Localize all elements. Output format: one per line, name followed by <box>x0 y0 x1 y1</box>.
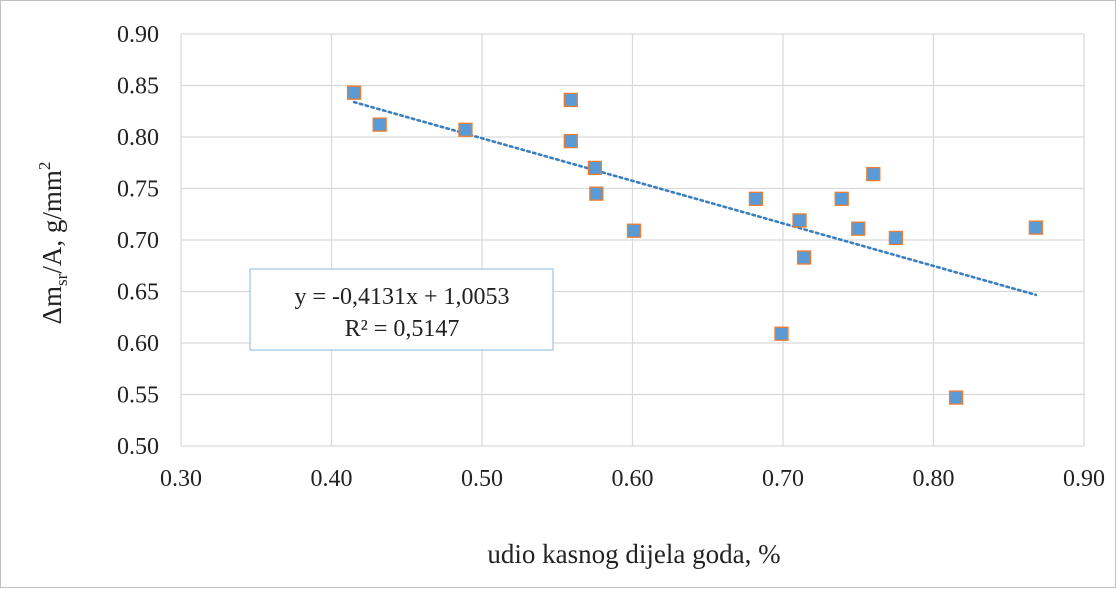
data-point <box>626 223 642 238</box>
data-point <box>563 92 578 108</box>
trendline-r-squared: R² = 0,5147 <box>345 316 460 342</box>
y-tick-label: 0.70 <box>117 228 159 254</box>
x-tick-label: 0.70 <box>762 466 804 492</box>
data-point <box>888 230 904 246</box>
data-point <box>458 122 473 137</box>
data-point <box>372 117 387 132</box>
data-point <box>346 85 362 100</box>
y-axis-title: Δmsr/A, g/mm2 <box>35 162 71 325</box>
data-point <box>948 390 964 405</box>
x-tick-label: 0.50 <box>461 466 503 492</box>
x-tick-label: 0.80 <box>913 466 955 492</box>
data-point <box>748 191 764 206</box>
y-tick-label: 0.65 <box>117 280 159 306</box>
data-point <box>792 213 807 228</box>
y-axis-title-base: Δm <box>37 286 67 324</box>
y-tick-label: 0.90 <box>117 22 159 48</box>
trendline-group <box>352 100 1038 297</box>
y-axis-title-superscript: 2 <box>35 162 54 171</box>
x-axis-title: udio kasnog dijela goda, % <box>487 539 780 569</box>
y-axis-tick-labels: 0.50 0.55 0.60 0.65 0.70 0.75 0.80 0.85 0.90 <box>117 22 159 460</box>
x-tick-label: 0.30 <box>160 466 202 492</box>
y-tick-label: 0.55 <box>117 383 159 409</box>
data-points <box>346 85 1043 405</box>
trendline-equation-box: y = -0,4131x + 1,0053 R² = 0,5147 <box>249 268 554 351</box>
y-axis-title-subscript: sr <box>52 273 71 286</box>
data-point <box>774 326 789 341</box>
data-point <box>563 133 578 149</box>
data-point <box>589 186 604 201</box>
y-tick-label: 0.75 <box>117 177 159 203</box>
y-tick-label: 0.80 <box>117 125 159 151</box>
y-axis-title-middle: /A, g/mm <box>37 170 67 274</box>
data-point <box>851 221 866 236</box>
x-tick-label: 0.40 <box>311 466 353 492</box>
data-point <box>1028 220 1043 235</box>
trendline-equation: y = -0,4131x + 1,0053 <box>294 284 509 310</box>
y-tick-label: 0.85 <box>117 74 159 100</box>
y-tick-label: 0.60 <box>117 331 159 357</box>
data-point <box>866 166 881 182</box>
x-axis-tick-labels: 0.30 0.40 0.50 0.60 0.70 0.80 0.90 <box>160 466 1105 492</box>
equation-box-border <box>249 268 554 351</box>
data-point <box>834 191 849 206</box>
data-point <box>587 160 603 176</box>
data-point <box>796 250 812 265</box>
trendline <box>352 100 1038 297</box>
x-tick-label: 0.90 <box>1063 466 1105 492</box>
gridlines <box>180 33 1085 447</box>
x-tick-label: 0.60 <box>612 466 654 492</box>
y-tick-label: 0.50 <box>117 434 159 460</box>
